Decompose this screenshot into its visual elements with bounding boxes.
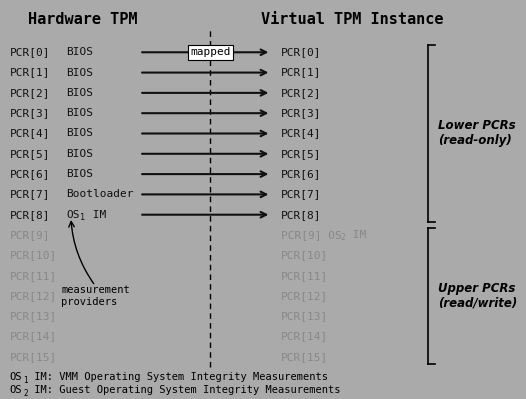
Text: PCR[5]: PCR[5] <box>10 149 50 159</box>
Text: OS: OS <box>66 210 79 220</box>
Text: 2: 2 <box>341 233 346 242</box>
Text: PCR[9]: PCR[9] <box>10 230 50 240</box>
Text: BIOS: BIOS <box>66 67 93 77</box>
Text: PCR[13]: PCR[13] <box>281 311 328 321</box>
Text: PCR[6]: PCR[6] <box>10 169 50 179</box>
Text: OS: OS <box>10 372 22 382</box>
Text: PCR[11]: PCR[11] <box>281 271 328 280</box>
Text: PCR[12]: PCR[12] <box>10 291 57 301</box>
Text: PCR[4]: PCR[4] <box>281 128 321 138</box>
Text: IM: VMM Operating System Integrity Measurements: IM: VMM Operating System Integrity Measu… <box>28 372 328 382</box>
Text: PCR[6]: PCR[6] <box>281 169 321 179</box>
Text: PCR[10]: PCR[10] <box>10 250 57 260</box>
Text: PCR[0]: PCR[0] <box>281 47 321 57</box>
Text: PCR[3]: PCR[3] <box>281 108 321 118</box>
Text: PCR[2]: PCR[2] <box>281 88 321 98</box>
Text: PCR[13]: PCR[13] <box>10 311 57 321</box>
Text: PCR[8]: PCR[8] <box>10 210 50 220</box>
Text: PCR[8]: PCR[8] <box>281 210 321 220</box>
Text: BIOS: BIOS <box>66 169 93 179</box>
Text: 1: 1 <box>79 213 85 221</box>
Text: PCR[5]: PCR[5] <box>281 149 321 159</box>
Text: 1: 1 <box>24 375 28 385</box>
Text: BIOS: BIOS <box>66 128 93 138</box>
Text: measurement
providers: measurement providers <box>61 285 130 307</box>
Text: PCR[11]: PCR[11] <box>10 271 57 280</box>
Text: Lower PCRs
(read-only): Lower PCRs (read-only) <box>438 119 516 148</box>
Text: BIOS: BIOS <box>66 88 93 98</box>
Text: BIOS: BIOS <box>66 108 93 118</box>
Text: PCR[3]: PCR[3] <box>10 108 50 118</box>
Text: PCR[4]: PCR[4] <box>10 128 50 138</box>
Text: PCR[7]: PCR[7] <box>281 190 321 200</box>
Text: OS: OS <box>10 385 22 395</box>
Text: Bootloader: Bootloader <box>66 190 134 200</box>
Text: IM: IM <box>86 210 106 220</box>
Text: Hardware TPM: Hardware TPM <box>28 12 138 27</box>
Text: PCR[10]: PCR[10] <box>281 250 328 260</box>
Text: mapped: mapped <box>190 47 230 57</box>
Text: Upper PCRs
(read/write): Upper PCRs (read/write) <box>438 282 518 310</box>
Text: PCR[15]: PCR[15] <box>10 352 57 362</box>
Text: PCR[1]: PCR[1] <box>10 67 50 77</box>
Text: 2: 2 <box>24 389 28 398</box>
Text: PCR[1]: PCR[1] <box>281 67 321 77</box>
Text: PCR[7]: PCR[7] <box>10 190 50 200</box>
Text: Virtual TPM Instance: Virtual TPM Instance <box>261 12 443 27</box>
Text: PCR[9] OS: PCR[9] OS <box>281 230 342 240</box>
Text: PCR[14]: PCR[14] <box>281 332 328 342</box>
Text: IM: IM <box>346 230 366 240</box>
Text: BIOS: BIOS <box>66 47 93 57</box>
Text: PCR[15]: PCR[15] <box>281 352 328 362</box>
Text: BIOS: BIOS <box>66 149 93 159</box>
Text: PCR[12]: PCR[12] <box>281 291 328 301</box>
Text: IM: Guest Operating System Integrity Measurements: IM: Guest Operating System Integrity Mea… <box>28 385 341 395</box>
Text: PCR[2]: PCR[2] <box>10 88 50 98</box>
Text: PCR[0]: PCR[0] <box>10 47 50 57</box>
Text: PCR[14]: PCR[14] <box>10 332 57 342</box>
